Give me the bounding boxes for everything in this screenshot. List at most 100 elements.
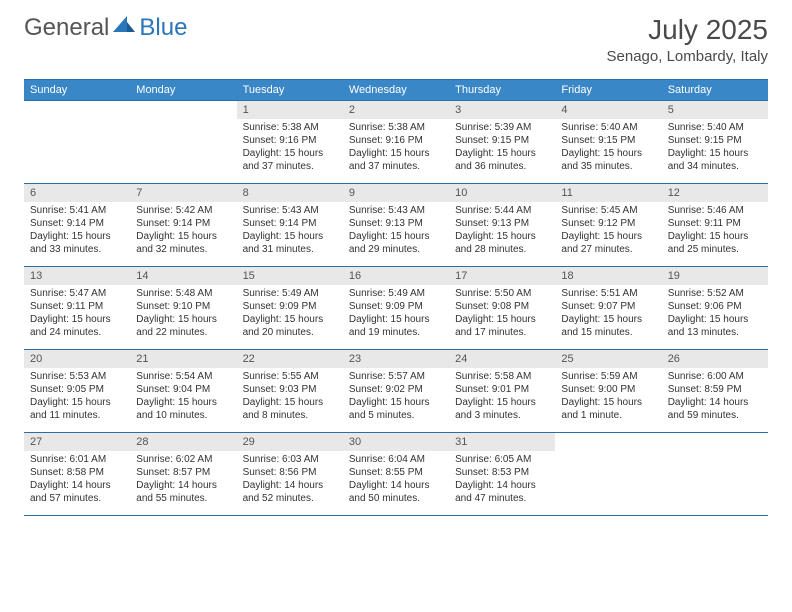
day-info-line: Sunrise: 5:39 AM	[455, 121, 549, 134]
day-cell: 29Sunrise: 6:03 AMSunset: 8:56 PMDayligh…	[237, 433, 343, 515]
day-body: Sunrise: 6:03 AMSunset: 8:56 PMDaylight:…	[237, 451, 343, 509]
day-cell: 14Sunrise: 5:48 AMSunset: 9:10 PMDayligh…	[130, 267, 236, 349]
day-info-line: and 35 minutes.	[561, 160, 655, 173]
day-number: 3	[449, 101, 555, 119]
day-info-line: Sunrise: 5:45 AM	[561, 204, 655, 217]
day-body: Sunrise: 5:41 AMSunset: 9:14 PMDaylight:…	[24, 202, 130, 260]
day-info-line: Daylight: 15 hours	[349, 230, 443, 243]
day-body: Sunrise: 5:40 AMSunset: 9:15 PMDaylight:…	[662, 119, 768, 177]
weekday-header: Tuesday	[237, 80, 343, 100]
weekday-header: Monday	[130, 80, 236, 100]
day-number: 25	[555, 350, 661, 368]
day-info-line: and 29 minutes.	[349, 243, 443, 256]
day-info-line: Daylight: 15 hours	[30, 230, 124, 243]
day-cell: 21Sunrise: 5:54 AMSunset: 9:04 PMDayligh…	[130, 350, 236, 432]
day-info-line: Daylight: 15 hours	[349, 396, 443, 409]
day-number: 11	[555, 184, 661, 202]
day-info-line: Daylight: 15 hours	[243, 396, 337, 409]
day-number: 17	[449, 267, 555, 285]
day-info-line: Sunrise: 6:02 AM	[136, 453, 230, 466]
week-row: 6Sunrise: 5:41 AMSunset: 9:14 PMDaylight…	[24, 184, 768, 267]
day-number: 6	[24, 184, 130, 202]
day-cell: 23Sunrise: 5:57 AMSunset: 9:02 PMDayligh…	[343, 350, 449, 432]
day-info-line: Sunrise: 5:46 AM	[668, 204, 762, 217]
day-info-line: Sunset: 9:07 PM	[561, 300, 655, 313]
day-cell: 10Sunrise: 5:44 AMSunset: 9:13 PMDayligh…	[449, 184, 555, 266]
day-info-line: Sunset: 8:58 PM	[30, 466, 124, 479]
day-body: Sunrise: 6:01 AMSunset: 8:58 PMDaylight:…	[24, 451, 130, 509]
day-number: 31	[449, 433, 555, 451]
day-cell: 25Sunrise: 5:59 AMSunset: 9:00 PMDayligh…	[555, 350, 661, 432]
day-info-line: Daylight: 14 hours	[30, 479, 124, 492]
day-info-line: Sunrise: 5:52 AM	[668, 287, 762, 300]
day-info-line: Daylight: 15 hours	[349, 313, 443, 326]
day-info-line: Daylight: 15 hours	[561, 147, 655, 160]
day-body: Sunrise: 6:02 AMSunset: 8:57 PMDaylight:…	[130, 451, 236, 509]
day-info-line: Sunrise: 5:50 AM	[455, 287, 549, 300]
day-cell: 24Sunrise: 5:58 AMSunset: 9:01 PMDayligh…	[449, 350, 555, 432]
day-info-line: and 24 minutes.	[30, 326, 124, 339]
day-info-line: Sunrise: 6:04 AM	[349, 453, 443, 466]
day-body: Sunrise: 5:58 AMSunset: 9:01 PMDaylight:…	[449, 368, 555, 426]
day-number: 4	[555, 101, 661, 119]
day-body: Sunrise: 5:51 AMSunset: 9:07 PMDaylight:…	[555, 285, 661, 343]
day-info-line: Sunrise: 5:40 AM	[561, 121, 655, 134]
day-body: Sunrise: 5:44 AMSunset: 9:13 PMDaylight:…	[449, 202, 555, 260]
day-info-line: Daylight: 14 hours	[243, 479, 337, 492]
day-info-line: Sunset: 9:14 PM	[243, 217, 337, 230]
day-cell: 8Sunrise: 5:43 AMSunset: 9:14 PMDaylight…	[237, 184, 343, 266]
day-body: Sunrise: 5:39 AMSunset: 9:15 PMDaylight:…	[449, 119, 555, 177]
day-info-line: Sunset: 9:15 PM	[668, 134, 762, 147]
day-info-line: and 17 minutes.	[455, 326, 549, 339]
day-info-line: Daylight: 15 hours	[243, 230, 337, 243]
weekday-header: Friday	[555, 80, 661, 100]
location-text: Senago, Lombardy, Italy	[607, 48, 768, 65]
day-number: 1	[237, 101, 343, 119]
day-cell: 2Sunrise: 5:38 AMSunset: 9:16 PMDaylight…	[343, 101, 449, 183]
day-number: 26	[662, 350, 768, 368]
weekday-header: Wednesday	[343, 80, 449, 100]
day-info-line: and 25 minutes.	[668, 243, 762, 256]
day-info-line: and 33 minutes.	[30, 243, 124, 256]
day-body: Sunrise: 6:00 AMSunset: 8:59 PMDaylight:…	[662, 368, 768, 426]
day-info-line: Sunset: 9:02 PM	[349, 383, 443, 396]
day-number: 18	[555, 267, 661, 285]
day-info-line: and 34 minutes.	[668, 160, 762, 173]
day-number: 29	[237, 433, 343, 451]
day-info-line: Sunrise: 6:05 AM	[455, 453, 549, 466]
day-info-line: and 10 minutes.	[136, 409, 230, 422]
day-info-line: Sunrise: 5:55 AM	[243, 370, 337, 383]
day-number: 15	[237, 267, 343, 285]
day-info-line: and 50 minutes.	[349, 492, 443, 505]
day-info-line: Sunset: 9:11 PM	[30, 300, 124, 313]
day-info-line: and 55 minutes.	[136, 492, 230, 505]
day-info-line: Sunrise: 5:44 AM	[455, 204, 549, 217]
weekday-header: Saturday	[662, 80, 768, 100]
day-cell: 17Sunrise: 5:50 AMSunset: 9:08 PMDayligh…	[449, 267, 555, 349]
day-info-line: Sunrise: 5:48 AM	[136, 287, 230, 300]
day-info-line: Sunset: 9:09 PM	[243, 300, 337, 313]
empty-day-cell	[130, 101, 236, 183]
day-info-line: Daylight: 15 hours	[561, 396, 655, 409]
day-number: 12	[662, 184, 768, 202]
day-body: Sunrise: 5:40 AMSunset: 9:15 PMDaylight:…	[555, 119, 661, 177]
day-info-line: Sunrise: 5:42 AM	[136, 204, 230, 217]
day-info-line: Sunset: 9:00 PM	[561, 383, 655, 396]
day-body: Sunrise: 5:57 AMSunset: 9:02 PMDaylight:…	[343, 368, 449, 426]
day-info-line: Daylight: 14 hours	[668, 396, 762, 409]
day-body: Sunrise: 5:54 AMSunset: 9:04 PMDaylight:…	[130, 368, 236, 426]
day-info-line: Sunset: 9:15 PM	[455, 134, 549, 147]
logo-triangle-icon	[113, 16, 135, 37]
day-body: Sunrise: 5:38 AMSunset: 9:16 PMDaylight:…	[237, 119, 343, 177]
day-info-line: Sunrise: 5:43 AM	[349, 204, 443, 217]
day-info-line: and 47 minutes.	[455, 492, 549, 505]
day-info-line: and 28 minutes.	[455, 243, 549, 256]
day-info-line: and 52 minutes.	[243, 492, 337, 505]
week-row: 20Sunrise: 5:53 AMSunset: 9:05 PMDayligh…	[24, 350, 768, 433]
day-info-line: and 20 minutes.	[243, 326, 337, 339]
day-info-line: Sunrise: 5:38 AM	[243, 121, 337, 134]
day-body: Sunrise: 6:05 AMSunset: 8:53 PMDaylight:…	[449, 451, 555, 509]
week-row: 27Sunrise: 6:01 AMSunset: 8:58 PMDayligh…	[24, 433, 768, 516]
day-info-line: Sunrise: 6:00 AM	[668, 370, 762, 383]
day-info-line: Sunset: 9:13 PM	[349, 217, 443, 230]
